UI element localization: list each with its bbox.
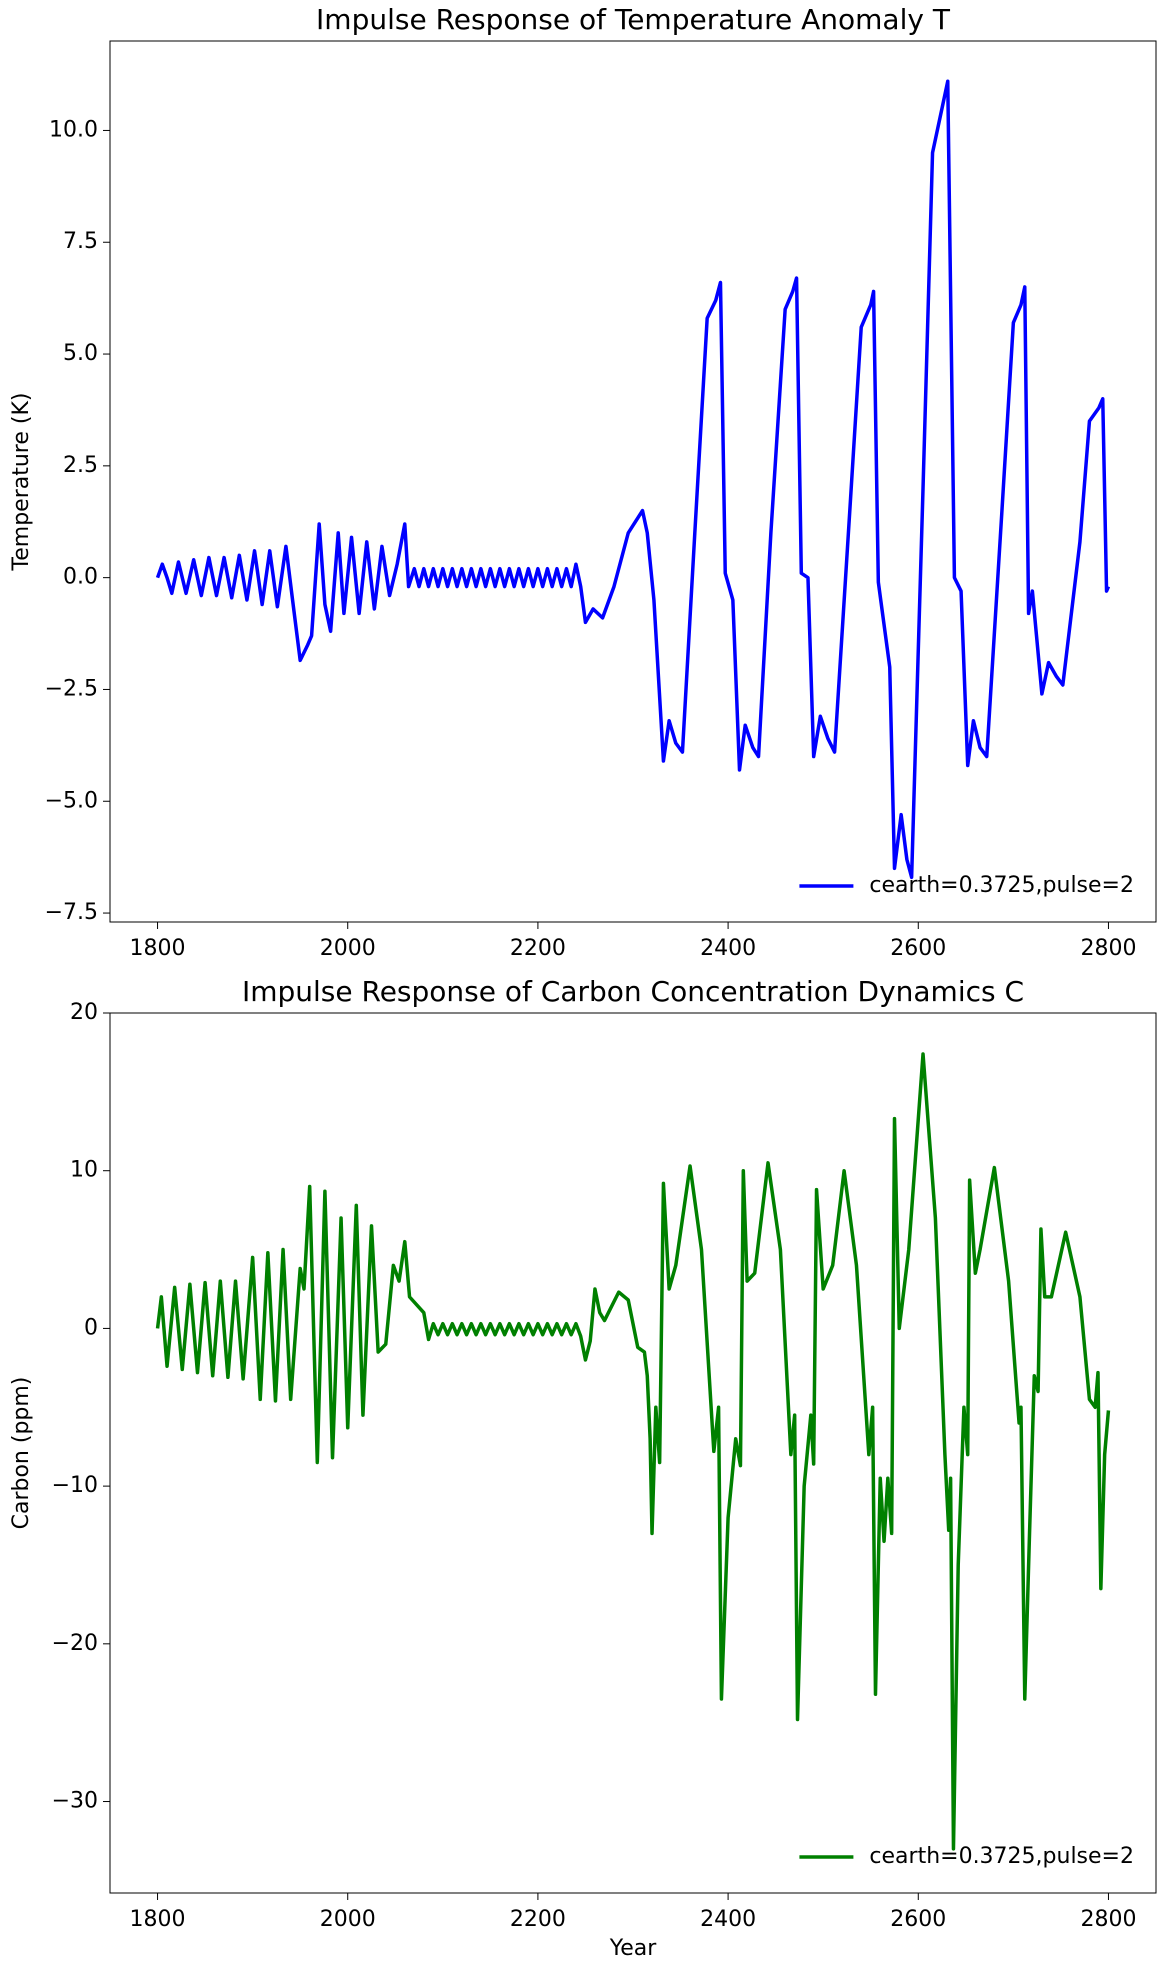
y-tick-label: 5.0 bbox=[63, 341, 98, 366]
plot-frame bbox=[109, 1012, 1157, 1894]
x-tick-label: 2000 bbox=[320, 1907, 376, 1932]
plot-frame bbox=[109, 40, 1157, 923]
chart-title: Impulse Response of Temperature Anomaly … bbox=[316, 3, 951, 36]
x-tick-label: 1800 bbox=[130, 1907, 186, 1932]
y-tick-label: 7.5 bbox=[63, 229, 98, 254]
chart-title: Impulse Response of Carbon Concentration… bbox=[242, 975, 1024, 1008]
y-axis-label: Temperature (K) bbox=[9, 393, 34, 572]
y-tick-label: −10 bbox=[52, 1473, 98, 1498]
x-tick-label: 2000 bbox=[320, 936, 376, 961]
x-tick-label: 1800 bbox=[130, 936, 186, 961]
y-axis-label: Carbon (ppm) bbox=[9, 1377, 34, 1530]
x-tick-label: 2800 bbox=[1080, 936, 1136, 961]
y-tick-label: −7.5 bbox=[45, 900, 98, 925]
x-tick-label: 2600 bbox=[890, 1907, 946, 1932]
y-tick-label: 20 bbox=[70, 1000, 98, 1025]
x-tick-label: 2200 bbox=[510, 936, 566, 961]
y-tick-label: −20 bbox=[52, 1631, 98, 1656]
x-tick-label: 2400 bbox=[700, 936, 756, 961]
y-tick-label: −2.5 bbox=[45, 676, 98, 701]
legend-label: cearth=0.3725,pulse=2 bbox=[869, 1844, 1134, 1869]
y-tick-label: 2.5 bbox=[63, 453, 98, 478]
y-tick-label: 0.0 bbox=[63, 565, 98, 590]
legend-label: cearth=0.3725,pulse=2 bbox=[869, 873, 1134, 898]
data-line bbox=[155, 79, 1111, 880]
x-tick-label: 2400 bbox=[700, 1907, 756, 1932]
y-tick-label: 10 bbox=[70, 1158, 98, 1183]
y-tick-label: −5.0 bbox=[45, 788, 98, 813]
y-tick-label: 10.0 bbox=[49, 117, 98, 142]
x-axis-label: Year bbox=[609, 1936, 658, 1961]
x-tick-label: 2800 bbox=[1080, 1907, 1136, 1932]
y-tick-label: −30 bbox=[52, 1789, 98, 1814]
data-line bbox=[155, 1052, 1111, 1851]
x-tick-label: 2600 bbox=[890, 936, 946, 961]
x-tick-label: 2200 bbox=[510, 1907, 566, 1932]
y-tick-label: 0 bbox=[84, 1315, 98, 1340]
